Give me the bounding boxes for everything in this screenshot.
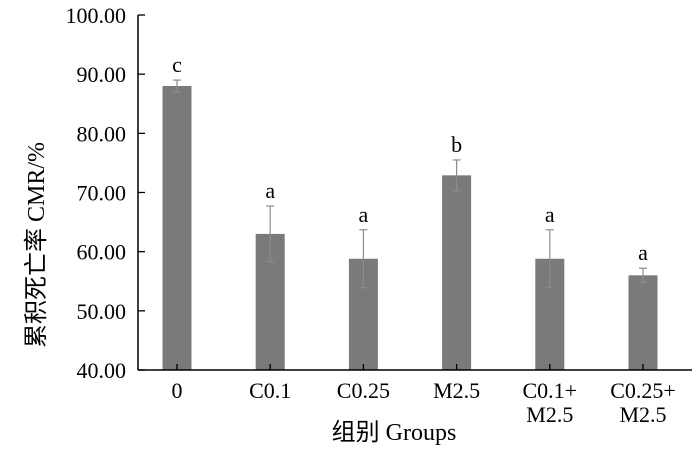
bar [162, 86, 192, 370]
significance-label: a [545, 202, 555, 227]
x-tick-label-line: C0.1 [249, 378, 291, 403]
y-tick-label: 40.00 [77, 358, 127, 383]
error-bars-group [173, 79, 647, 289]
y-ticks-group: 40.00 50.00 60.00 70.00 80.00 90.00 100.00 [66, 3, 145, 383]
y-tick-label: 60.00 [77, 240, 127, 265]
x-tick-label: 0 [172, 378, 183, 403]
y-tick-label: 70.00 [77, 181, 127, 206]
y-tick-label: 50.00 [77, 299, 127, 324]
error-bar [452, 159, 461, 192]
bar [442, 175, 472, 370]
x-tick-label-line: 0 [172, 378, 183, 403]
bar [628, 275, 658, 370]
x-tick-label-line: M2.5 [619, 402, 666, 427]
error-bar [173, 79, 181, 93]
axes-group [137, 15, 692, 371]
significance-label: c [172, 52, 182, 77]
y-tick-label: 100.00 [66, 3, 127, 28]
significance-label: a [265, 178, 275, 203]
x-tick-label: C0.25+ M2.5 [610, 378, 676, 427]
error-bar [639, 267, 647, 284]
y-axis-label: 累积死亡率 CMR/% [23, 142, 50, 348]
error-bar [359, 229, 368, 289]
x-tick-label-line: M2.5 [526, 402, 573, 427]
significance-label: a [359, 202, 369, 227]
x-tick-label: C0.25 [337, 378, 390, 403]
significance-labels-group: c a a b a a [172, 52, 648, 265]
error-bar [266, 205, 275, 263]
y-tick-label: 90.00 [77, 62, 127, 87]
x-tick-label: C0.1 [249, 378, 291, 403]
significance-label: b [451, 132, 462, 157]
significance-label: a [638, 240, 648, 265]
x-tick-label-line: M2.5 [433, 378, 480, 403]
x-tick-label-line: C0.25 [337, 378, 390, 403]
y-tick-label: 80.00 [77, 121, 127, 146]
error-bar [545, 229, 554, 289]
x-tick-label: M2.5 [433, 378, 480, 403]
x-tick-label: C0.1+ M2.5 [523, 378, 578, 427]
bars-group [162, 86, 658, 370]
x-tick-label-line: C0.1+ [523, 378, 578, 403]
x-ticks-group: 0 C0.1 C0.25 M2.5 C0.1+ M2.5C0.25+ M2.5 [172, 364, 676, 427]
x-axis-label: 组别 Groups [332, 419, 457, 446]
x-tick-label-line: C0.25+ [610, 378, 676, 403]
